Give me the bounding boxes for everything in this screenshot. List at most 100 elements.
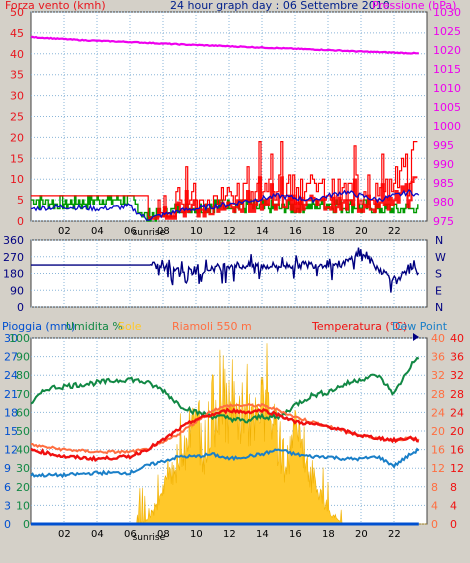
y-tick-label-direction: 360	[3, 234, 24, 247]
series-label: Sole	[118, 320, 142, 333]
y-tick-label-temp: 8	[450, 481, 457, 494]
y-tick-label-pressure: 990	[433, 158, 454, 171]
y-tick-label-temp: 20	[450, 425, 464, 438]
series-pressure	[30, 35, 419, 55]
y-tick-label-temp: 16	[450, 444, 464, 457]
y-tick-label-rain: 12	[4, 444, 18, 457]
compass-label: W	[435, 251, 446, 264]
sunrise-label: sunrise	[133, 533, 166, 543]
y-tick-label-rain: 15	[4, 425, 18, 438]
y-tick-label-humidity: 100	[9, 332, 30, 345]
y-tick-label-humidity: 50	[16, 425, 30, 438]
x-tick-label: 12	[223, 226, 236, 237]
y-tick-label-pressure: 1025	[433, 25, 461, 38]
series-label: Temperatura (°C)	[311, 320, 407, 333]
compass-label: N	[435, 301, 443, 314]
y-tick-label-temp-inner: 0	[431, 518, 438, 531]
series-dew-point	[30, 447, 420, 479]
y-tick-label-wind: 15	[10, 152, 24, 165]
y-tick-label-rain: 9	[4, 462, 11, 475]
y-tick-label-wind: 30	[10, 90, 24, 103]
y-tick-label-pressure: 1030	[433, 6, 461, 19]
series-humidity	[30, 356, 420, 424]
x-tick-label: 06	[124, 226, 137, 237]
x-tick-label: 10	[190, 226, 203, 237]
y-tick-label-temp: 24	[450, 406, 464, 419]
x-tick-label: 20	[355, 226, 368, 237]
y-tick-label-temp-inner: 24	[431, 406, 445, 419]
y-tick-label-pressure: 1005	[433, 101, 461, 114]
y-tick-label-pressure: 1015	[433, 63, 461, 76]
y-tick-label-wind: 10	[10, 173, 24, 186]
chart-title: 24 hour graph day : 06 Settembre 2010	[170, 0, 390, 12]
x-tick-label: 02	[58, 226, 71, 237]
series-label: Dew Point	[392, 320, 448, 333]
series-gust-red-fill	[148, 176, 418, 220]
y-tick-label-humidity: 20	[16, 481, 30, 494]
y-tick-label-temp: 36	[450, 351, 464, 364]
y-tick-label-direction: 90	[10, 284, 24, 297]
pressure-axis-title: Pressione (hPa)	[372, 0, 456, 12]
y-tick-label-rain: 24	[4, 369, 18, 382]
y-tick-label-temp: 4	[450, 499, 457, 512]
y-tick-label-humidity: 90	[16, 351, 30, 364]
y-tick-label-direction: 270	[3, 251, 24, 264]
y-tick-label-humidity: 10	[16, 499, 30, 512]
series-wind-average	[30, 189, 420, 221]
y-tick-label-humidity: 80	[16, 369, 30, 382]
series-marker-icon	[413, 333, 419, 341]
x-tick-label: 16	[289, 226, 302, 237]
y-tick-label-temp-inner: 32	[431, 369, 445, 382]
series-wind-direction	[31, 247, 420, 293]
y-tick-label-humidity: 30	[16, 462, 30, 475]
x-tick-label: 16	[289, 529, 302, 540]
compass-label: S	[435, 268, 442, 281]
y-tick-label-wind: 25	[10, 111, 24, 124]
wind-axis-title: Forza vento (kmh)	[5, 0, 106, 12]
x-tick-label: 06	[124, 529, 137, 540]
y-tick-label-temp-inner: 28	[431, 388, 445, 401]
y-tick-label-wind: 45	[10, 27, 24, 40]
x-tick-label: 12	[223, 529, 236, 540]
series-label: Umidita %	[66, 320, 123, 333]
x-tick-label: 08	[157, 226, 170, 237]
series-label: Pioggia (mm)	[2, 320, 75, 333]
x-tick-label: 18	[322, 226, 335, 237]
y-tick-label-temp-inner: 4	[431, 499, 438, 512]
y-tick-label-humidity: 0	[23, 518, 30, 531]
y-tick-label-rain: 0	[4, 518, 11, 531]
y-tick-label-humidity: 60	[16, 406, 30, 419]
y-tick-label-temp-inner: 16	[431, 444, 445, 457]
y-tick-label-pressure: 1020	[433, 44, 461, 57]
series-temperature	[30, 407, 420, 463]
x-tick-label: 04	[91, 529, 104, 540]
y-tick-label-wind: 35	[10, 69, 24, 82]
y-tick-label-temp: 0	[450, 518, 457, 531]
y-tick-label-pressure: 995	[433, 139, 454, 152]
y-tick-label-temp-inner: 20	[431, 425, 445, 438]
compass-label: N	[435, 234, 443, 247]
y-tick-label-wind: 0	[17, 215, 24, 228]
y-tick-label-direction: 180	[3, 268, 24, 281]
x-tick-label: 22	[388, 529, 401, 540]
y-tick-label-rain: 3	[4, 499, 11, 512]
x-tick-label: 14	[256, 529, 269, 540]
y-tick-label-temp-inner: 36	[431, 351, 445, 364]
y-tick-label-temp: 40	[450, 332, 464, 345]
y-tick-label-pressure: 980	[433, 196, 454, 209]
x-tick-label: 04	[91, 226, 104, 237]
y-tick-label-humidity: 70	[16, 388, 30, 401]
y-tick-label-temp-inner: 12	[431, 462, 445, 475]
y-tick-label-rain: 21	[4, 388, 18, 401]
y-tick-label-temp-inner: 8	[431, 481, 438, 494]
x-tick-label: 10	[190, 529, 203, 540]
y-tick-label-rain: 6	[4, 481, 11, 494]
x-tick-label: 14	[256, 226, 269, 237]
y-tick-label-temp: 12	[450, 462, 464, 475]
y-tick-label-direction: 0	[17, 301, 24, 314]
y-tick-label-temp: 28	[450, 388, 464, 401]
y-tick-label-wind: 50	[10, 6, 24, 19]
y-tick-label-rain: 27	[4, 351, 18, 364]
